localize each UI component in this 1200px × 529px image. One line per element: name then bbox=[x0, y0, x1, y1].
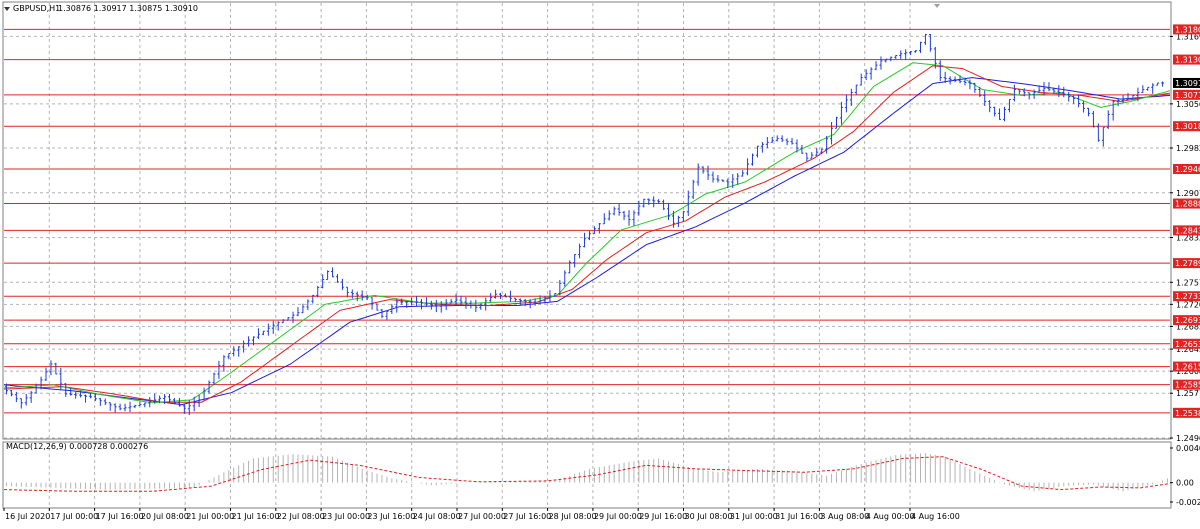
macd-y-tick-label: -0.00223 bbox=[1176, 498, 1200, 507]
x-tick-label: 3 Aug 08:00 bbox=[820, 512, 869, 521]
ohlc-values: 1.30876 1.30917 1.30875 1.30910 bbox=[58, 4, 198, 13]
symbol-dropdown-icon[interactable] bbox=[4, 7, 10, 11]
level-badge bbox=[1173, 54, 1200, 65]
level-badge bbox=[1173, 291, 1200, 302]
chart-shift-marker-icon[interactable] bbox=[934, 4, 940, 8]
y-tick-label: 1.26080 bbox=[1176, 367, 1200, 376]
level-badge-label: 1.27891 bbox=[1175, 259, 1200, 268]
x-tick-label: 4 Aug 16:00 bbox=[911, 512, 960, 521]
x-tick-label: 23 Jul 00:00 bbox=[322, 512, 370, 521]
level-badge bbox=[1173, 361, 1200, 372]
x-tick-label: 24 Jul 08:00 bbox=[413, 512, 461, 521]
ma-mid-line bbox=[3, 65, 1171, 403]
x-tick-label: 30 Jul 08:00 bbox=[685, 512, 733, 521]
ma-slow-line bbox=[3, 77, 1171, 406]
y-tick-label: 1.31690 bbox=[1176, 32, 1200, 41]
level-badge bbox=[1173, 407, 1200, 418]
chart-header: GBPUSD,H1 1.30876 1.30917 1.30875 1.3091… bbox=[4, 4, 198, 13]
level-badge bbox=[1173, 338, 1200, 349]
level-badge-label: 1.28889 bbox=[1175, 200, 1200, 209]
level-badge-label: 1.28439 bbox=[1175, 226, 1200, 235]
level-badge bbox=[1173, 315, 1200, 326]
x-tick-label: 31 Jul 16:00 bbox=[775, 512, 823, 521]
x-tick-label: 29 Jul 16:00 bbox=[639, 512, 687, 521]
y-tick-label: 1.29070 bbox=[1176, 189, 1200, 198]
level-badge bbox=[1173, 198, 1200, 209]
ma-fast-line bbox=[3, 62, 1171, 404]
y-tick-label: 1.27570 bbox=[1176, 278, 1200, 287]
macd-header: MACD(12,26,9) 0.000728 0.000276 bbox=[6, 442, 148, 451]
y-tick-label: 1.25710 bbox=[1176, 389, 1200, 398]
x-tick-label: 22 Jul 08:00 bbox=[277, 512, 325, 521]
x-tick-label: 21 Jul 16:00 bbox=[232, 512, 280, 521]
current-price-badge bbox=[1173, 77, 1200, 88]
level-badge bbox=[1173, 258, 1200, 269]
macd-panel bbox=[3, 453, 1171, 492]
level-badge bbox=[1173, 89, 1200, 100]
x-tick-label: 17 Jul 00:00 bbox=[50, 512, 98, 521]
level-badge bbox=[1173, 379, 1200, 390]
moving-averages bbox=[3, 62, 1171, 406]
price-badges: 1.31807 1.31302 1.30711 1.30185 1.29468 1.288… bbox=[1173, 24, 1200, 418]
y-tick-label: 1.27200 bbox=[1176, 300, 1200, 309]
x-tick-label: 27 Jul 00:00 bbox=[458, 512, 506, 521]
level-badge-label: 1.26157 bbox=[1175, 363, 1200, 372]
x-tick-label: 28 Jul 08:00 bbox=[549, 512, 597, 521]
y-tick-label: 1.28320 bbox=[1176, 234, 1200, 243]
price-series bbox=[4, 33, 1165, 416]
horizontal-levels bbox=[4, 28, 1170, 414]
x-tick-label: 23 Jul 16:00 bbox=[367, 512, 415, 521]
level-badge bbox=[1173, 225, 1200, 236]
level-badge-label: 1.31807 bbox=[1175, 25, 1200, 34]
macd-y-tick-label: 0.00 bbox=[1176, 479, 1194, 488]
x-tick-label: 4 Aug 00:00 bbox=[866, 512, 915, 521]
macd-label: MACD(12,26,9) 0.000728 0.000276 bbox=[6, 442, 148, 451]
macd-signal-line bbox=[3, 456, 1171, 492]
x-tick-label: 17 Jul 16:00 bbox=[96, 512, 144, 521]
x-tick-label: 16 Jul 2020 bbox=[5, 512, 50, 521]
x-tick-label: 21 Jul 00:00 bbox=[186, 512, 234, 521]
level-badge bbox=[1173, 24, 1200, 35]
level-badge-label: 1.30185 bbox=[1175, 122, 1200, 131]
level-badge-label: 1.26539 bbox=[1175, 340, 1200, 349]
y-tick-label: 1.26830 bbox=[1176, 322, 1200, 331]
x-tick-label: 20 Jul 08:00 bbox=[141, 512, 189, 521]
macd-y-tick-label: 0.00400 bbox=[1176, 444, 1200, 453]
level-badge-label: 1.30711 bbox=[1175, 91, 1200, 100]
axes: 1.31690 1.30560 1.29820 1.29070 1.28320 1.275… bbox=[3, 32, 1200, 521]
y-tick-label: 1.29820 bbox=[1176, 144, 1200, 153]
level-badge bbox=[1173, 121, 1200, 132]
x-tick-label: 27 Jul 16:00 bbox=[503, 512, 551, 521]
level-badge-label: 1.29468 bbox=[1175, 165, 1200, 174]
level-badge-label: 1.26935 bbox=[1175, 316, 1200, 325]
symbol-label: GBPUSD,H1 bbox=[13, 4, 60, 13]
x-tick-label: 31 Jul 00:00 bbox=[730, 512, 778, 521]
level-badge-label: 1.31302 bbox=[1175, 56, 1200, 65]
y-tick-label: 1.24960 bbox=[1176, 434, 1200, 443]
macd-panel-frame bbox=[2, 441, 1172, 509]
grid bbox=[2, 1, 1172, 509]
main-panel-frame bbox=[2, 1, 1172, 440]
current-price-label: 1.30910 bbox=[1175, 79, 1200, 88]
level-badge-label: 1.27336 bbox=[1175, 292, 1200, 301]
level-badge bbox=[1173, 164, 1200, 175]
y-tick-label: 1.30560 bbox=[1176, 100, 1200, 109]
y-tick-label: 1.26450 bbox=[1176, 345, 1200, 354]
level-badge-label: 1.25854 bbox=[1175, 381, 1200, 390]
level-badge-label: 1.25382 bbox=[1175, 409, 1200, 418]
x-tick-label: 29 Jul 00:00 bbox=[594, 512, 642, 521]
